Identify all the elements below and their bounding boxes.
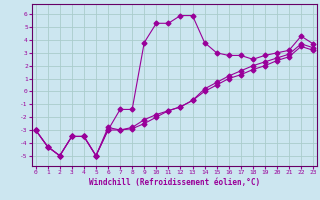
X-axis label: Windchill (Refroidissement éolien,°C): Windchill (Refroidissement éolien,°C) [89,178,260,187]
